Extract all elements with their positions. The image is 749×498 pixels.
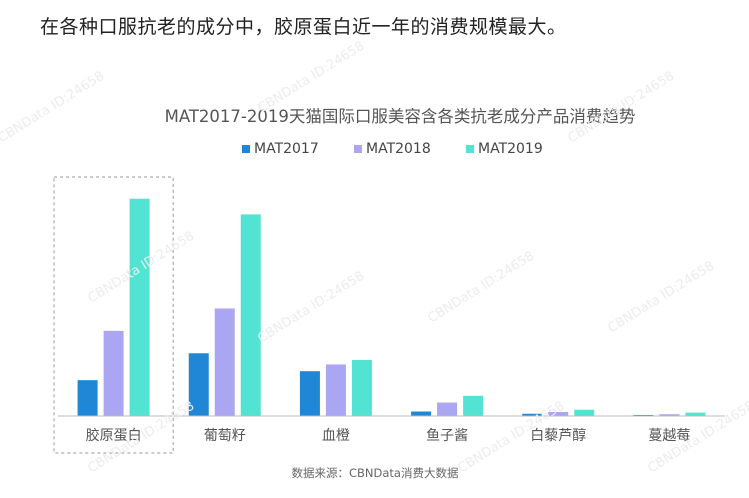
bar-mat2018-3 bbox=[437, 402, 458, 416]
bar-mat2017-3 bbox=[411, 411, 432, 416]
chart-title: MAT2017-2019天猫国际口服美容含各类抗老成分产品消费趋势 bbox=[165, 107, 636, 126]
bar-mat2018-5 bbox=[659, 414, 680, 416]
x-tick-label-3: 鱼子酱 bbox=[426, 427, 468, 444]
legend: MAT2017 MAT2018 MAT2019 bbox=[242, 141, 543, 157]
bar-mat2017-4 bbox=[522, 413, 543, 416]
bar-mat2018-1 bbox=[214, 308, 235, 416]
legend-label-mat2017: MAT2017 bbox=[254, 141, 319, 157]
bar-mat2019-5 bbox=[685, 412, 706, 416]
x-tick-label-1: 葡萄籽 bbox=[204, 428, 246, 444]
bar-mat2019-3 bbox=[463, 395, 484, 416]
headline: 在各种口服抗老的成分中，胶原蛋白近一年的消费规模最大。 bbox=[40, 16, 567, 38]
bar-mat2018-4 bbox=[548, 411, 569, 416]
legend-swatch-mat2017 bbox=[242, 145, 250, 153]
legend-swatch-mat2018 bbox=[354, 145, 362, 153]
bars bbox=[77, 198, 706, 416]
x-tick-label-0: 胶原蛋白 bbox=[86, 427, 142, 444]
legend-label-mat2018: MAT2018 bbox=[366, 141, 431, 157]
bar-mat2018-2 bbox=[325, 364, 346, 416]
bar-mat2019-2 bbox=[351, 360, 372, 416]
source-note: 数据来源：CBNData消费大数据 bbox=[292, 466, 459, 480]
x-tick-label-5: 蔓越莓 bbox=[648, 428, 690, 444]
bar-mat2018-0 bbox=[103, 330, 124, 416]
x-axis-labels: 胶原蛋白 葡萄籽 血橙 鱼子酱 白藜芦醇 蔓越莓 bbox=[86, 427, 691, 444]
x-tick-label-4: 白藜芦醇 bbox=[530, 427, 586, 444]
bar-mat2017-0 bbox=[77, 380, 98, 416]
bar-mat2017-2 bbox=[299, 371, 320, 416]
bar-mat2017-1 bbox=[188, 353, 209, 416]
legend-swatch-mat2019 bbox=[466, 145, 474, 153]
bar-mat2019-4 bbox=[574, 409, 595, 416]
bar-mat2019-0 bbox=[129, 198, 150, 416]
x-tick-label-2: 血橙 bbox=[322, 428, 350, 444]
legend-label-mat2019: MAT2019 bbox=[478, 141, 543, 157]
bar-mat2019-1 bbox=[240, 214, 261, 416]
